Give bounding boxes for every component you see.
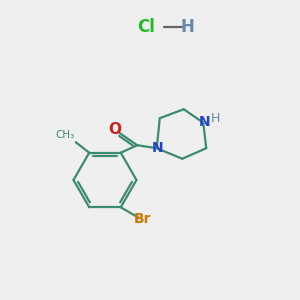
Text: H: H — [181, 18, 194, 36]
Text: H: H — [211, 112, 220, 125]
Text: O: O — [108, 122, 121, 137]
Text: Br: Br — [134, 212, 151, 226]
Text: N: N — [152, 141, 163, 155]
Text: CH₃: CH₃ — [55, 130, 74, 140]
Text: Cl: Cl — [136, 18, 154, 36]
Text: N: N — [199, 115, 211, 129]
